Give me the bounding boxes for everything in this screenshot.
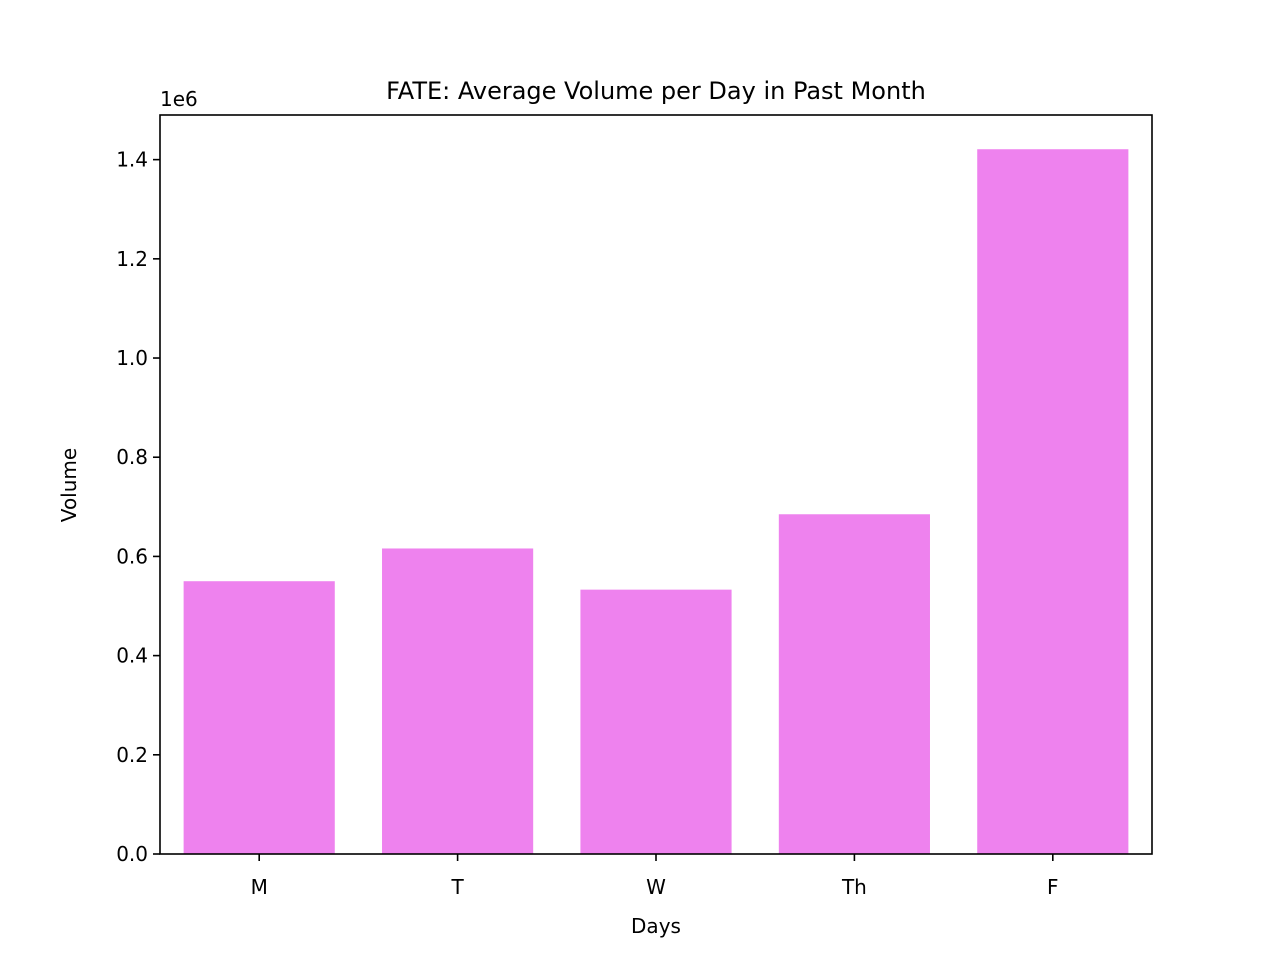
plot-area: M T W Th F 0.0 0.2 0.4 0.6 0.8 1.0 1.2 1.4 (116, 114, 1153, 899)
bar-m (183, 581, 335, 854)
y-tick-label: 0.6 (116, 544, 148, 568)
bar-w (580, 589, 732, 854)
bar-th (778, 514, 930, 854)
x-tick-label: M (251, 875, 268, 899)
y-tick-label: 0.8 (116, 445, 148, 469)
y-axis-offset-label: 1e6 (160, 87, 198, 111)
chart-title: FATE: Average Volume per Day in Past Mon… (386, 77, 926, 105)
bar-f (977, 149, 1129, 854)
y-tick-label: 0.2 (116, 743, 148, 767)
y-tick-label: 1.4 (116, 148, 148, 172)
x-tick-label: T (450, 875, 464, 899)
x-tick-label: W (646, 875, 666, 899)
y-tick-label: 0.0 (116, 842, 148, 866)
y-tick-label: 1.2 (116, 247, 148, 271)
y-tick-label: 0.4 (116, 644, 148, 668)
y-axis-label: Volume (57, 448, 81, 522)
x-axis-label: Days (631, 914, 681, 938)
y-tick-label: 1.0 (116, 346, 148, 370)
x-tick-label: Th (841, 875, 867, 899)
x-tick-label: F (1047, 875, 1059, 899)
bar-t (382, 548, 534, 854)
